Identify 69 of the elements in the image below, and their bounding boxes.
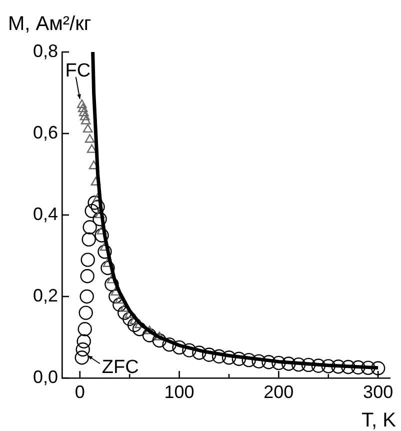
point xyxy=(94,228,109,242)
point xyxy=(92,212,107,226)
point xyxy=(84,204,99,218)
point xyxy=(232,352,246,366)
point xyxy=(80,112,90,120)
point xyxy=(78,103,88,112)
point xyxy=(110,286,121,296)
legend-label: ZFC xyxy=(102,356,139,378)
point xyxy=(142,328,157,342)
point xyxy=(118,306,132,320)
y-axis-title: M, Ам²/кг xyxy=(8,13,92,35)
series-label: FC xyxy=(65,60,91,82)
point xyxy=(98,244,112,259)
point xyxy=(182,343,196,358)
point xyxy=(222,350,236,365)
point xyxy=(192,346,206,360)
point xyxy=(112,298,127,312)
point xyxy=(100,260,115,276)
x-axis-title: T, K xyxy=(362,410,397,431)
point xyxy=(80,116,91,124)
point xyxy=(272,356,286,370)
point xyxy=(78,108,89,116)
point xyxy=(301,358,316,372)
point xyxy=(74,350,89,365)
x-tick-label: 300 xyxy=(363,382,394,402)
point xyxy=(252,354,266,368)
point xyxy=(104,277,119,292)
point xyxy=(84,134,95,143)
point xyxy=(172,340,186,355)
point xyxy=(321,359,336,374)
point xyxy=(76,334,91,348)
y-tick-label: 0,6 xyxy=(32,122,58,142)
y-tick-label: 0,8 xyxy=(32,40,58,61)
x-tick-label: 200 xyxy=(264,382,294,402)
point xyxy=(80,252,95,267)
point xyxy=(88,160,99,170)
point xyxy=(262,355,276,370)
point xyxy=(202,348,216,362)
point xyxy=(162,337,176,352)
point xyxy=(291,357,306,372)
point xyxy=(152,333,167,348)
point xyxy=(370,361,386,376)
point xyxy=(282,356,296,371)
point xyxy=(78,322,92,336)
point xyxy=(212,349,226,364)
point xyxy=(341,360,356,374)
point xyxy=(82,124,93,133)
y-tick-label: 0,0 xyxy=(32,366,58,387)
point xyxy=(90,200,105,214)
point xyxy=(351,360,366,375)
point xyxy=(122,312,137,326)
point xyxy=(108,289,123,304)
point xyxy=(80,289,94,304)
x-tick-label: 0 xyxy=(74,382,85,402)
point xyxy=(127,318,142,332)
point xyxy=(82,220,97,234)
point xyxy=(132,322,147,336)
point xyxy=(76,99,87,108)
y-tick-label: 0,2 xyxy=(32,285,58,306)
point xyxy=(331,359,346,374)
point xyxy=(311,358,326,373)
x-tick-label: 100 xyxy=(164,382,194,402)
point xyxy=(82,232,96,247)
point xyxy=(242,352,256,368)
point xyxy=(80,269,94,284)
y-tick-label: 0,4 xyxy=(32,204,58,224)
point xyxy=(361,360,376,375)
point xyxy=(76,342,90,357)
point xyxy=(78,306,93,320)
